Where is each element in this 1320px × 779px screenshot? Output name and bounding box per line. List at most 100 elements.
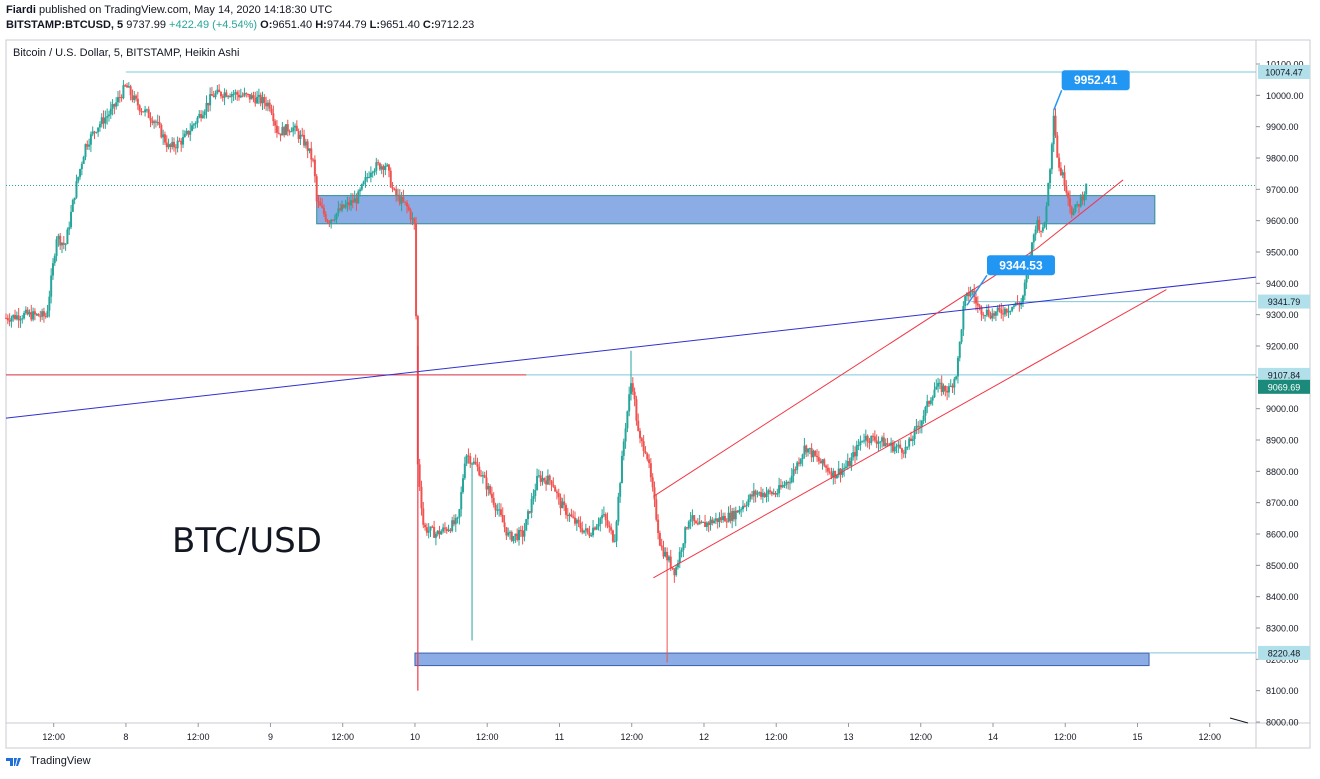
- candle-body: [991, 313, 994, 319]
- footer-brand[interactable]: TradingView: [6, 755, 91, 767]
- candle-body: [131, 95, 134, 100]
- candle-body: [812, 450, 815, 458]
- callout-label-1: 9344.53: [999, 258, 1043, 272]
- candle-body: [698, 521, 701, 525]
- candle-body: [783, 484, 786, 486]
- candle-body: [792, 469, 795, 476]
- publish-text: published on TradingView.com, May 14, 20…: [39, 4, 333, 16]
- candle-body: [185, 130, 188, 134]
- candle-body: [100, 117, 103, 125]
- candle-body: [861, 440, 864, 442]
- candle-body: [301, 134, 304, 136]
- candle-body: [590, 535, 593, 537]
- candle-body: [751, 494, 754, 497]
- candle-body: [463, 463, 466, 479]
- x-tick-label: 12:00: [620, 732, 643, 742]
- candle-body: [136, 98, 139, 106]
- candle-body: [68, 227, 71, 230]
- candle-body: [725, 521, 728, 523]
- candle-body: [359, 189, 362, 192]
- x-tick-label: 12:00: [765, 732, 788, 742]
- candle-body: [133, 95, 136, 100]
- candle-body: [256, 96, 259, 104]
- candle-body: [149, 117, 152, 121]
- candle-body: [247, 93, 250, 95]
- candle-body: [682, 543, 685, 551]
- candle-body: [980, 306, 983, 315]
- candle-body: [689, 519, 692, 522]
- candle-body: [95, 132, 98, 134]
- candle-body: [528, 511, 531, 513]
- candle-body: [978, 305, 981, 307]
- candle-body: [505, 527, 508, 536]
- candle-body: [906, 446, 909, 448]
- candle-body: [760, 492, 763, 497]
- candle-body: [924, 407, 927, 416]
- candle-body: [485, 477, 488, 490]
- candle-body: [498, 509, 501, 511]
- candle-body: [472, 461, 475, 464]
- candle-body: [30, 312, 33, 320]
- candle-body: [238, 94, 241, 98]
- candle-body: [718, 517, 721, 523]
- candle-body: [702, 522, 705, 524]
- chart-title: Bitcoin / U.S. Dollar, 5, BITSTAMP, Heik…: [13, 47, 239, 59]
- candle-body: [835, 475, 838, 479]
- candle-body: [205, 102, 208, 112]
- candle-body: [965, 292, 968, 297]
- candle-body: [6, 317, 9, 321]
- candle-body: [209, 94, 212, 106]
- candle-body: [1049, 169, 1052, 183]
- candle-body: [913, 428, 916, 440]
- candle-body: [317, 201, 320, 203]
- candle-body: [32, 311, 35, 320]
- candle-body: [797, 462, 800, 464]
- candle-body: [807, 448, 810, 453]
- candle-body: [779, 485, 782, 488]
- candle-body: [55, 239, 58, 256]
- candle-body: [187, 130, 190, 135]
- candle-body: [476, 464, 479, 467]
- candle-body: [539, 475, 542, 482]
- candle-body: [158, 122, 161, 125]
- candle-body: [566, 514, 569, 516]
- candle-body: [221, 96, 224, 98]
- candle-body: [790, 475, 793, 483]
- candle-body: [1054, 115, 1057, 136]
- candle-body: [926, 401, 929, 408]
- candle-body: [696, 523, 699, 525]
- candle-body: [230, 94, 233, 97]
- candle-body: [559, 497, 562, 509]
- candle-body: [532, 496, 535, 499]
- candle-body: [855, 445, 858, 457]
- candle-body: [290, 131, 293, 133]
- candle-body: [333, 219, 336, 221]
- candle-body: [23, 313, 26, 319]
- candle-body: [601, 515, 604, 519]
- candle-body: [899, 444, 902, 449]
- candle-body: [834, 470, 837, 479]
- candle-body: [848, 461, 851, 467]
- candle-body: [568, 514, 571, 516]
- low-value: 9651.40: [380, 19, 420, 31]
- candle-body: [732, 510, 735, 520]
- candle-body: [189, 130, 192, 135]
- candle-body: [259, 94, 262, 104]
- candle-body: [138, 105, 141, 112]
- candle-body: [183, 133, 186, 138]
- candle-body: [649, 463, 652, 478]
- candle-body: [922, 415, 925, 421]
- candle-body: [82, 157, 85, 164]
- candle-body: [191, 125, 194, 131]
- candle-body: [516, 533, 519, 541]
- candle-body: [993, 313, 996, 316]
- candle-body: [1067, 192, 1070, 199]
- candle-body: [458, 509, 461, 518]
- candle-body: [942, 385, 945, 393]
- candle-body: [1038, 220, 1041, 231]
- candle-body: [19, 319, 22, 321]
- candle-body: [756, 493, 759, 495]
- candle-body: [37, 313, 40, 317]
- candle-body: [324, 213, 327, 221]
